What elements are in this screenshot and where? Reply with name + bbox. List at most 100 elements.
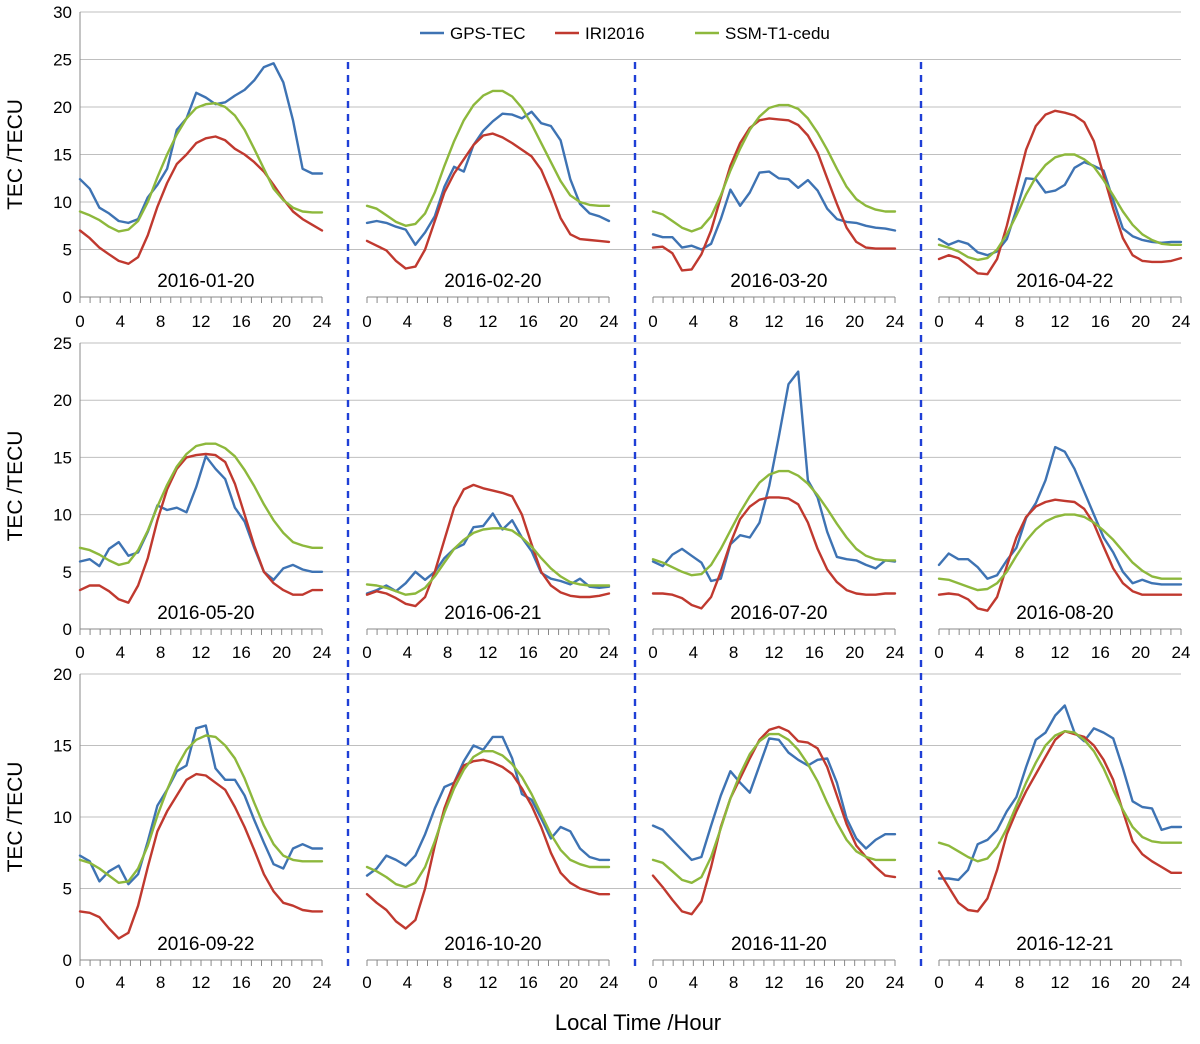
x-tick-label-r2p2-20: 20	[559, 643, 578, 662]
x-tick-label-r2p4-16: 16	[1091, 643, 1110, 662]
y-tick-label-row1-0: 0	[63, 288, 72, 307]
x-tick-label-r3p1-20: 20	[272, 973, 291, 992]
x-tick-label-r3p3-8: 8	[729, 973, 738, 992]
line-iri2016-2016-05-20	[78, 452, 324, 604]
x-tick-label-r1p4-4: 4	[975, 312, 984, 331]
line-ssm-t1-cedu-2016-06-21	[365, 527, 611, 596]
x-tick-label-r3p1-4: 4	[116, 973, 125, 992]
panel-date-2016-09-22: 2016-09-22	[157, 934, 254, 955]
line-ssm-t1-cedu-2016-09-22	[78, 734, 324, 884]
line-iri2016-2016-03-20	[651, 117, 897, 272]
x-tick-label-r2p1-0: 0	[75, 643, 84, 662]
x-tick-label-r1p3-24: 24	[886, 312, 905, 331]
x-tick-label-r2p1-8: 8	[156, 643, 165, 662]
x-tick-label-r2p1-16: 16	[232, 643, 251, 662]
line-iri2016-2016-08-20	[937, 498, 1183, 612]
x-tick-label-r2p4-20: 20	[1131, 643, 1150, 662]
x-tick-label-r1p3-20: 20	[845, 312, 864, 331]
x-tick-label-r1p3-8: 8	[729, 312, 738, 331]
x-tick-label-r2p3-12: 12	[765, 643, 784, 662]
x-tick-label-r3p3-4: 4	[689, 973, 698, 992]
x-tick-label-r1p1-24: 24	[313, 312, 332, 331]
panel-date-2016-12-21: 2016-12-21	[1016, 934, 1113, 955]
x-tick-label-r3p2-8: 8	[443, 973, 452, 992]
line-ssm-t1-cedu-2016-11-20	[651, 732, 897, 884]
x-tick-label-r3p2-4: 4	[403, 973, 412, 992]
x-tick-label-r2p4-4: 4	[975, 643, 984, 662]
x-tick-label-r2p4-24: 24	[1172, 643, 1191, 662]
line-ssm-t1-cedu-2016-01-20	[78, 101, 324, 233]
x-tick-label-r1p4-12: 12	[1051, 312, 1070, 331]
legend-label-ssm-t1-cedu: SSM-T1-cedu	[725, 24, 830, 43]
panel-date-2016-10-20: 2016-10-20	[444, 934, 541, 955]
y-tick-label-row2-20: 20	[53, 391, 72, 410]
line-iri2016-2016-09-22	[78, 772, 324, 940]
x-tick-label-r3p1-0: 0	[75, 973, 84, 992]
x-tick-label-r1p4-0: 0	[934, 312, 943, 331]
y-tick-label-row2-15: 15	[53, 448, 72, 467]
panel-date-2016-07-20: 2016-07-20	[730, 603, 827, 624]
line-ssm-t1-cedu-2016-04-22	[937, 153, 1183, 262]
x-tick-label-r1p1-8: 8	[156, 312, 165, 331]
line-iri2016-2016-10-20	[365, 758, 611, 930]
line-iri2016-2016-11-20	[651, 725, 897, 916]
line-gps-tec-2016-04-22	[937, 160, 1183, 257]
x-tick-label-r2p1-12: 12	[192, 643, 211, 662]
x-tick-label-r1p4-16: 16	[1091, 312, 1110, 331]
x-tick-label-r2p2-12: 12	[479, 643, 498, 662]
line-gps-tec-2016-05-20	[78, 455, 324, 581]
x-tick-label-r3p4-0: 0	[934, 973, 943, 992]
x-tick-label-r3p3-0: 0	[648, 973, 657, 992]
y-axis-title-row3: TEC /TECU	[4, 762, 27, 873]
grid-layer	[80, 11, 1181, 889]
panel-date-2016-05-20: 2016-05-20	[157, 603, 254, 624]
x-tick-label-r1p3-16: 16	[805, 312, 824, 331]
line-ssm-t1-cedu-2016-02-20	[365, 89, 611, 228]
x-tick-label-r3p2-20: 20	[559, 973, 578, 992]
separator-layer	[346, 62, 923, 972]
x-tick-label-r2p3-8: 8	[729, 643, 738, 662]
legend: GPS-TEC IRI2016 SSM-T1-cedu	[420, 24, 830, 43]
x-tick-label-r1p2-16: 16	[519, 312, 538, 331]
x-tick-label-r1p1-12: 12	[192, 312, 211, 331]
y-tick-label-row3-0: 0	[63, 951, 72, 970]
x-tick-label-r1p2-4: 4	[403, 312, 412, 331]
x-tick-label-r3p1-24: 24	[313, 973, 332, 992]
x-tick-label-r3p4-24: 24	[1172, 973, 1191, 992]
x-tick-label-r1p2-8: 8	[443, 312, 452, 331]
text-layer: 0 5 10 15 20 25 30 TEC /TECU 0 4 8 12 16 20 24 2016-01-…	[4, 3, 1190, 1035]
line-gps-tec-2016-08-20	[937, 445, 1183, 586]
x-tick-label-r1p4-20: 20	[1131, 312, 1150, 331]
y-tick-label-row1-20: 20	[53, 98, 72, 117]
line-gps-tec-2016-06-21	[365, 512, 611, 595]
series-layer	[78, 62, 1183, 940]
x-tick-label-r3p2-24: 24	[600, 973, 619, 992]
x-tick-label-r2p1-24: 24	[313, 643, 332, 662]
line-gps-tec-2016-07-20	[651, 370, 897, 583]
x-tick-label-r2p1-4: 4	[116, 643, 125, 662]
panel-date-2016-04-22: 2016-04-22	[1016, 271, 1113, 292]
y-tick-label-row3-20: 20	[53, 665, 72, 684]
panel-date-2016-11-20: 2016-11-20	[731, 934, 827, 955]
line-gps-tec-2016-02-20	[365, 110, 611, 247]
x-tick-label-r3p2-16: 16	[519, 973, 538, 992]
y-axis-title-row1: TEC /TECU	[4, 99, 27, 210]
y-tick-label-row2-25: 25	[53, 334, 72, 353]
y-tick-label-row2-0: 0	[63, 620, 72, 639]
line-gps-tec-2016-12-21	[937, 704, 1183, 882]
x-tick-label-r3p1-16: 16	[232, 973, 251, 992]
x-tick-label-r1p4-24: 24	[1172, 312, 1191, 331]
line-ssm-t1-cedu-2016-03-20	[651, 103, 897, 233]
x-tick-label-r1p2-20: 20	[559, 312, 578, 331]
x-tick-label-r1p2-0: 0	[362, 312, 371, 331]
x-tick-label-r2p1-20: 20	[272, 643, 291, 662]
line-iri2016-2016-12-21	[937, 730, 1183, 913]
line-iri2016-2016-01-20	[78, 135, 324, 265]
panel-date-2016-02-20: 2016-02-20	[444, 271, 541, 292]
x-tick-label-r1p1-0: 0	[75, 312, 84, 331]
line-gps-tec-2016-01-20	[78, 62, 324, 225]
panel-date-2016-03-20: 2016-03-20	[730, 271, 827, 292]
x-tick-label-r3p1-12: 12	[192, 973, 211, 992]
